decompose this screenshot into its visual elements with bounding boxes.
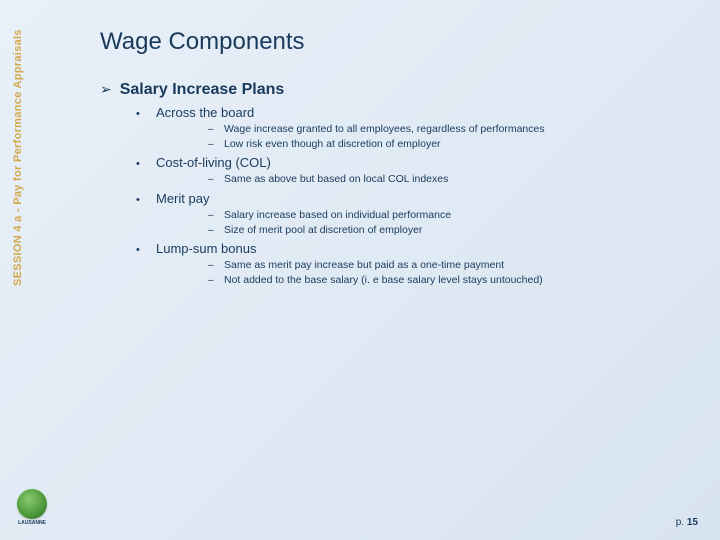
dash-icon: – bbox=[208, 124, 216, 135]
list-item: • Merit pay – Salary increase based on i… bbox=[136, 191, 680, 237]
logo-text: LAUSANNE bbox=[18, 521, 46, 527]
sub-list: – Salary increase based on individual pe… bbox=[208, 208, 680, 237]
bullet-icon: • bbox=[136, 244, 142, 256]
sub-item: – Same as merit pay increase but paid as… bbox=[208, 258, 680, 272]
slide-content: Wage Components ➢ Salary Increase Plans … bbox=[0, 0, 720, 329]
dash-icon: – bbox=[208, 260, 216, 271]
sub-text: Same as merit pay increase but paid as a… bbox=[224, 258, 504, 272]
sub-text: Wage increase granted to all employees, … bbox=[224, 122, 545, 136]
dash-icon: – bbox=[208, 139, 216, 150]
sub-item: – Not added to the base salary (i. e bas… bbox=[208, 273, 680, 287]
bullet-list: • Across the board – Wage increase grant… bbox=[136, 105, 680, 287]
dash-icon: – bbox=[208, 225, 216, 236]
sub-text: Not added to the base salary (i. e base … bbox=[224, 273, 543, 287]
list-item: • Lump-sum bonus – Same as merit pay inc… bbox=[136, 241, 680, 287]
page-number: p. 15 bbox=[676, 517, 698, 528]
dash-icon: – bbox=[208, 174, 216, 185]
logo: LAUSANNE bbox=[8, 484, 56, 532]
bullet-icon: • bbox=[136, 158, 142, 170]
bullet-label: Cost-of-living (COL) bbox=[156, 155, 271, 170]
list-item: • Across the board – Wage increase grant… bbox=[136, 105, 680, 151]
page-prefix: p. bbox=[676, 517, 687, 528]
sub-text: Size of merit pool at discretion of empl… bbox=[224, 223, 422, 237]
sub-item: – Salary increase based on individual pe… bbox=[208, 208, 680, 222]
bullet-label: Merit pay bbox=[156, 191, 209, 206]
sub-item: – Size of merit pool at discretion of em… bbox=[208, 223, 680, 237]
dash-icon: – bbox=[208, 210, 216, 221]
slide-title: Wage Components bbox=[100, 28, 680, 56]
bullet-label: Lump-sum bonus bbox=[156, 241, 256, 256]
dash-icon: – bbox=[208, 275, 216, 286]
sub-text: Low risk even though at discretion of em… bbox=[224, 137, 441, 151]
sub-list: – Wage increase granted to all employees… bbox=[208, 122, 680, 151]
session-side-label: SESSION 4 a - Pay for Performance Apprai… bbox=[12, 29, 24, 286]
section-row: ➢ Salary Increase Plans bbox=[100, 80, 680, 99]
arrow-icon: ➢ bbox=[100, 80, 112, 98]
page-number-value: 15 bbox=[687, 517, 698, 528]
sub-list: – Same as merit pay increase but paid as… bbox=[208, 258, 680, 287]
bullet-icon: • bbox=[136, 194, 142, 206]
sub-item: – Low risk even though at discretion of … bbox=[208, 137, 680, 151]
sub-item: – Same as above but based on local COL i… bbox=[208, 172, 680, 186]
sub-text: Salary increase based on individual perf… bbox=[224, 208, 451, 222]
logo-globe-icon bbox=[17, 489, 47, 519]
bullet-label: Across the board bbox=[156, 105, 254, 120]
section-heading: Salary Increase Plans bbox=[120, 81, 285, 99]
sub-item: – Wage increase granted to all employees… bbox=[208, 122, 680, 136]
bullet-icon: • bbox=[136, 108, 142, 120]
list-item: • Cost-of-living (COL) – Same as above b… bbox=[136, 155, 680, 186]
sub-list: – Same as above but based on local COL i… bbox=[208, 172, 680, 186]
sub-text: Same as above but based on local COL ind… bbox=[224, 172, 448, 186]
